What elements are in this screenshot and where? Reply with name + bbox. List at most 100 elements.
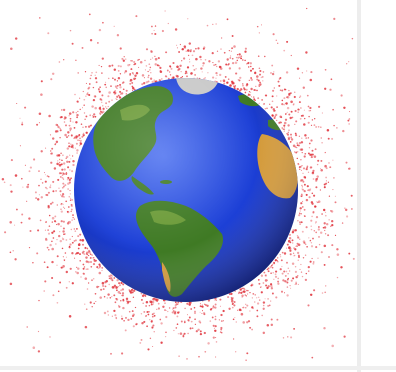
debris-dot: [219, 80, 222, 82]
debris-dot: [145, 300, 149, 304]
debris-dot: [208, 60, 211, 63]
debris-dot: [289, 116, 292, 120]
debris-dot: [117, 76, 121, 80]
debris-dot: [332, 108, 334, 111]
debris-dot: [106, 310, 109, 313]
debris-dot: [212, 305, 215, 307]
debris-dot: [67, 182, 70, 185]
debris-dot: [117, 69, 120, 72]
debris-dot: [271, 264, 273, 267]
debris-dot: [14, 224, 16, 226]
debris-dot: [310, 228, 313, 231]
debris-dot: [316, 201, 318, 203]
debris-dot: [247, 289, 249, 292]
debris-dot: [270, 287, 274, 290]
debris-dot: [88, 83, 91, 85]
debris-dot: [315, 126, 317, 128]
debris-dot: [265, 94, 268, 97]
debris-dot: [94, 74, 96, 76]
debris-dot: [202, 65, 204, 67]
debris-dot: [294, 109, 297, 113]
debris-dot: [37, 350, 41, 353]
debris-dot: [102, 284, 105, 287]
debris-dot: [54, 143, 57, 146]
debris-dot: [206, 304, 209, 307]
debris-dot: [302, 206, 304, 208]
debris-dot: [60, 194, 62, 196]
debris-dot: [235, 72, 237, 75]
debris-dot: [288, 93, 291, 97]
debris-dot: [298, 135, 301, 137]
debris-dot: [39, 17, 41, 19]
debris-dot: [187, 18, 189, 20]
debris-dot: [82, 243, 84, 246]
debris-dot: [122, 59, 125, 62]
debris-dot: [121, 317, 124, 320]
debris-dot: [344, 207, 346, 209]
debris-dot: [326, 129, 330, 132]
debris-dot: [286, 243, 289, 246]
debris-dot: [240, 57, 242, 60]
debris-dot: [245, 359, 247, 361]
debris-dot: [310, 242, 313, 244]
debris-dot: [62, 172, 64, 174]
debris-dot: [287, 267, 290, 270]
debris-dot: [76, 113, 79, 117]
debris-dot: [275, 296, 278, 299]
debris-dot: [316, 175, 319, 178]
debris-dot: [167, 310, 169, 313]
debris-dot: [257, 79, 260, 82]
debris-dot: [289, 253, 292, 256]
debris-dot: [274, 109, 276, 112]
debris-dot: [266, 286, 269, 290]
debris-dot: [158, 65, 160, 67]
debris-dot: [51, 231, 54, 234]
debris-dot: [283, 124, 286, 127]
debris-dot: [237, 79, 240, 81]
debris-dot: [66, 222, 70, 225]
debris-dot: [244, 47, 247, 50]
debris-dot: [140, 293, 142, 295]
debris-dot: [102, 21, 104, 24]
debris-dot: [296, 245, 298, 247]
debris-dot: [328, 195, 331, 197]
debris-dot: [115, 98, 117, 100]
debris-dot: [102, 105, 104, 107]
debris-dot: [75, 112, 77, 114]
debris-dot: [182, 335, 185, 338]
debris-dot: [315, 221, 317, 223]
debris-dot: [100, 65, 103, 68]
debris-dot: [281, 272, 284, 275]
debris-dot: [288, 129, 290, 132]
debris-dot: [156, 298, 159, 301]
debris-dot: [48, 248, 50, 251]
debris-dot: [246, 293, 249, 295]
debris-dot: [262, 282, 265, 284]
debris-dot: [133, 60, 136, 64]
debris-dot: [293, 247, 296, 250]
debris-dot: [91, 257, 93, 259]
debris-dot: [74, 257, 76, 259]
debris-dot: [248, 79, 250, 81]
debris-dot: [84, 246, 87, 250]
debris-dot: [172, 307, 175, 310]
debris-dot: [305, 272, 308, 275]
debris-dot: [98, 285, 100, 288]
debris-dot: [288, 246, 291, 249]
debris-dot: [62, 227, 65, 230]
debris-dot: [134, 88, 136, 91]
debris-dot: [336, 127, 338, 129]
debris-dot: [44, 174, 46, 176]
debris-dot: [214, 303, 217, 306]
debris-dot: [173, 310, 175, 312]
debris-dot: [65, 286, 68, 289]
debris-dot: [62, 178, 65, 180]
debris-dot: [134, 74, 137, 77]
debris-dot: [252, 293, 255, 295]
debris-dot: [222, 79, 226, 82]
debris-dot: [51, 260, 54, 264]
debris-dot: [41, 182, 44, 184]
debris-dot: [203, 313, 206, 316]
debris-dot: [277, 282, 280, 285]
